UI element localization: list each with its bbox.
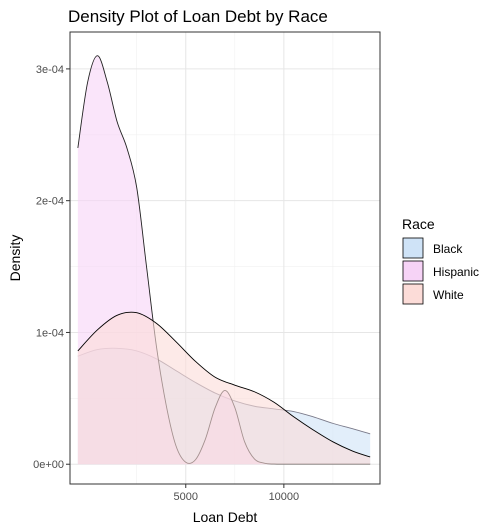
legend-label-black: Black (433, 242, 463, 256)
legend-label-white: White (433, 288, 464, 302)
x-tick-label: 10000 (269, 491, 300, 503)
legend-key-white (402, 283, 424, 305)
y-tick-label: 1e-04 (36, 327, 64, 339)
legend-key-hispanic (402, 260, 424, 282)
y-tick-label: 0e+00 (33, 459, 64, 471)
y-tick-label: 3e-04 (36, 64, 64, 76)
density-areas (77, 55, 371, 465)
plot-area (69, 31, 381, 485)
x-tick-label: 5000 (174, 491, 198, 503)
y-tick-label: 2e-04 (36, 196, 64, 208)
plot-border (69, 31, 381, 485)
density-area-white (77, 312, 371, 465)
legend: Race Black Hispanic White (402, 216, 479, 305)
x-axis: 5000 10000 (174, 484, 300, 503)
y-axis: 0e+00 1e-04 2e-04 3e-04 (33, 64, 70, 471)
y-axis-title: Density (7, 235, 23, 282)
legend-label-hispanic: Hispanic (433, 265, 479, 279)
legend-title: Race (402, 216, 435, 232)
legend-key-black (402, 237, 424, 259)
chart-title: Density Plot of Loan Debt by Race (68, 7, 328, 26)
x-axis-title: Loan Debt (193, 509, 258, 525)
density-line-white (77, 311, 371, 458)
